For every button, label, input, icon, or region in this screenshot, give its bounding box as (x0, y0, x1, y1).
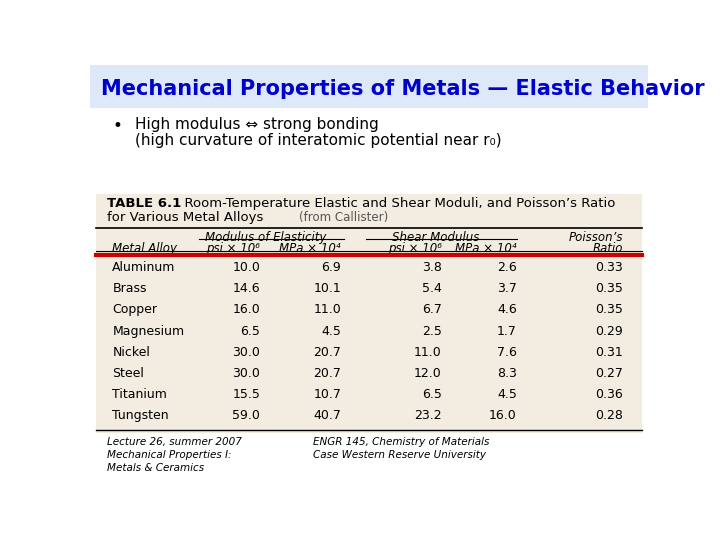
Text: Tungsten: Tungsten (112, 409, 169, 422)
Text: 10.7: 10.7 (313, 388, 341, 401)
Text: 30.0: 30.0 (233, 367, 260, 380)
Text: 4.6: 4.6 (497, 303, 517, 316)
Text: 14.6: 14.6 (233, 282, 260, 295)
Text: 15.5: 15.5 (233, 388, 260, 401)
Text: Mechanical Properties of Metals — Elastic Behavior: Mechanical Properties of Metals — Elasti… (101, 79, 705, 99)
Text: 2.6: 2.6 (497, 261, 517, 274)
Text: (high curvature of interatomic potential near r₀): (high curvature of interatomic potential… (135, 133, 501, 148)
FancyBboxPatch shape (96, 194, 642, 433)
Text: 0.28: 0.28 (595, 409, 623, 422)
Text: 8.3: 8.3 (497, 367, 517, 380)
Text: 7.6: 7.6 (497, 346, 517, 359)
Text: 16.0: 16.0 (233, 303, 260, 316)
Text: 5.4: 5.4 (422, 282, 441, 295)
Text: 10.1: 10.1 (313, 282, 341, 295)
Text: 6.7: 6.7 (422, 303, 441, 316)
Text: 6.5: 6.5 (422, 388, 441, 401)
Text: Modulus of Elasticity: Modulus of Elasticity (205, 231, 326, 244)
Text: Metal Alloy: Metal Alloy (112, 242, 177, 255)
Text: Poisson’s: Poisson’s (568, 231, 623, 244)
Text: Aluminum: Aluminum (112, 261, 176, 274)
Text: Ratio: Ratio (593, 242, 623, 255)
Text: 3.8: 3.8 (422, 261, 441, 274)
Text: 0.33: 0.33 (595, 261, 623, 274)
Text: Room-Temperature Elastic and Shear Moduli, and Poisson’s Ratio: Room-Temperature Elastic and Shear Modul… (176, 197, 616, 210)
Text: 0.27: 0.27 (595, 367, 623, 380)
Text: 23.2: 23.2 (414, 409, 441, 422)
Text: 2.5: 2.5 (422, 325, 441, 338)
Text: 1.7: 1.7 (497, 325, 517, 338)
Text: Shear Modulus: Shear Modulus (392, 231, 480, 244)
Text: 0.36: 0.36 (595, 388, 623, 401)
Text: Magnesium: Magnesium (112, 325, 184, 338)
Text: 6.5: 6.5 (240, 325, 260, 338)
Text: TABLE 6.1: TABLE 6.1 (107, 197, 181, 210)
Text: Titanium: Titanium (112, 388, 167, 401)
Text: MPa × 10⁴: MPa × 10⁴ (279, 242, 341, 255)
Text: 4.5: 4.5 (497, 388, 517, 401)
Text: 10.0: 10.0 (233, 261, 260, 274)
Text: •: • (112, 117, 122, 135)
Text: 20.7: 20.7 (313, 367, 341, 380)
Text: Copper: Copper (112, 303, 157, 316)
Text: MPa × 10⁴: MPa × 10⁴ (455, 242, 517, 255)
Text: (from Callister): (from Callister) (300, 211, 389, 224)
Text: 11.0: 11.0 (313, 303, 341, 316)
Text: Nickel: Nickel (112, 346, 150, 359)
Text: psi × 10⁶: psi × 10⁶ (206, 242, 260, 255)
Text: 6.9: 6.9 (321, 261, 341, 274)
Text: 40.7: 40.7 (313, 409, 341, 422)
Text: 0.31: 0.31 (595, 346, 623, 359)
Text: ENGR 145, Chemistry of Materials
Case Western Reserve University: ENGR 145, Chemistry of Materials Case We… (313, 437, 490, 460)
Text: 3.7: 3.7 (497, 282, 517, 295)
FancyBboxPatch shape (90, 65, 648, 109)
Text: 0.35: 0.35 (595, 282, 623, 295)
Text: for Various Metal Alloys: for Various Metal Alloys (107, 211, 263, 224)
Text: 4.5: 4.5 (321, 325, 341, 338)
Text: 12.0: 12.0 (414, 367, 441, 380)
Text: Steel: Steel (112, 367, 144, 380)
Text: 0.35: 0.35 (595, 303, 623, 316)
Text: 20.7: 20.7 (313, 346, 341, 359)
Text: psi × 10⁶: psi × 10⁶ (387, 242, 441, 255)
Text: 59.0: 59.0 (233, 409, 260, 422)
Text: 0.29: 0.29 (595, 325, 623, 338)
Text: 16.0: 16.0 (489, 409, 517, 422)
Text: Lecture 26, summer 2007
Mechanical Properties I:
Metals & Ceramics: Lecture 26, summer 2007 Mechanical Prope… (107, 437, 242, 474)
Text: 30.0: 30.0 (233, 346, 260, 359)
Text: 11.0: 11.0 (414, 346, 441, 359)
Text: Brass: Brass (112, 282, 147, 295)
Text: High modulus ⇔ strong bonding: High modulus ⇔ strong bonding (135, 117, 379, 132)
